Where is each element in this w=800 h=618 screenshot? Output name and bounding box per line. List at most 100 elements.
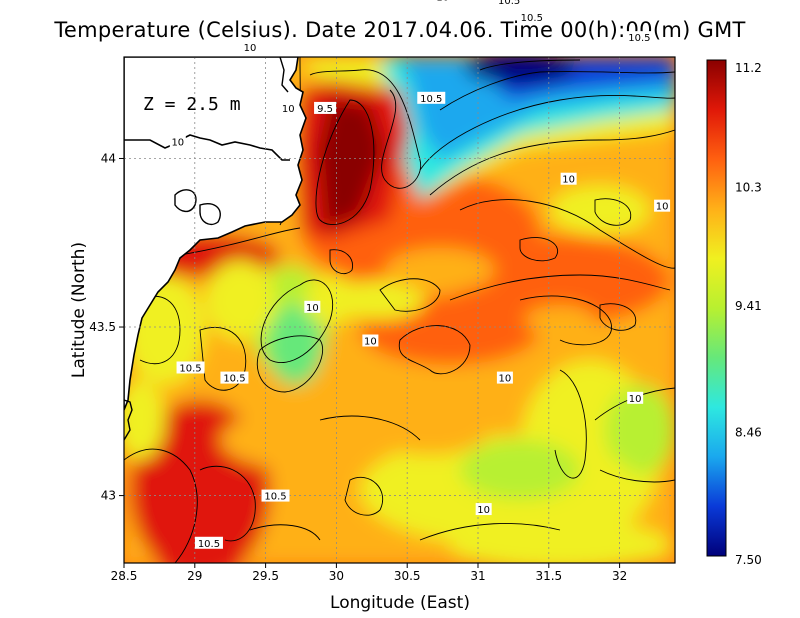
contour-label: 9.5 (314, 101, 337, 115)
coastline-inland (124, 134, 290, 161)
contour-label: 10.5 (495, 0, 524, 7)
contour-line (329, 249, 353, 274)
x-tick-label: 29.5 (252, 569, 279, 583)
contour-label: 10.5 (220, 371, 249, 385)
coastline-north (279, 57, 289, 93)
contour-line (309, 69, 422, 189)
svg-text:10.5: 10.5 (521, 13, 543, 24)
contour-line (319, 415, 421, 441)
svg-text:10: 10 (477, 505, 490, 516)
contour-line (249, 524, 321, 541)
temperature-field (124, 57, 675, 563)
contour-line (429, 129, 675, 196)
contour-line (124, 448, 198, 563)
contour-line (459, 199, 675, 269)
contour-line (379, 278, 441, 312)
contour-label: 10 (654, 199, 671, 213)
contour-line (315, 99, 375, 225)
contour-labels: 9.510910.511109.599.51010.510.5101010.51… (169, 0, 671, 550)
contour-label: 10.5 (194, 536, 223, 550)
x-axis-ticks: 28.5 29 29.5 30 30.5 31 31.5 32 (111, 563, 627, 583)
contour-line (139, 295, 181, 365)
contour-line (554, 369, 587, 479)
lake-outline (174, 189, 197, 213)
x-tick-label: 30.5 (394, 569, 421, 583)
contour-line (256, 335, 324, 393)
contour-line (179, 227, 301, 256)
x-axis-label: Longitude (East) (330, 593, 470, 613)
svg-text:10: 10 (171, 138, 184, 149)
contour-line (594, 198, 632, 226)
depth-label: Z = 2.5 m (143, 94, 241, 115)
colorbar-tick-label: 10.3 (735, 181, 762, 195)
contour-label: 10.5 (625, 31, 654, 44)
contour-label: 10 (627, 391, 644, 405)
contour-line (344, 476, 384, 516)
svg-text:10: 10 (656, 202, 669, 213)
contour-label: 10 (560, 172, 577, 186)
contour-line (519, 237, 558, 262)
svg-text:10.5: 10.5 (264, 492, 286, 503)
grid-lines (124, 57, 675, 563)
contour-label: 10.5 (261, 489, 290, 503)
svg-text:10: 10 (306, 303, 319, 314)
contour-label: 10.5 (417, 91, 446, 105)
svg-text:10.5: 10.5 (198, 539, 220, 550)
svg-text:10.5: 10.5 (498, 0, 520, 7)
contour-line (419, 523, 561, 541)
svg-text:10.5: 10.5 (628, 33, 650, 44)
y-axis-label: Latitude (North) (69, 242, 89, 378)
x-tick-label: 29 (187, 569, 202, 583)
contour-label: 10.5 (176, 361, 205, 374)
contour-line (398, 325, 471, 375)
svg-text:10: 10 (364, 337, 377, 348)
contour-line (479, 59, 581, 71)
contour-label: 10 (242, 41, 259, 54)
contour-line (599, 469, 675, 483)
svg-text:10: 10 (244, 43, 257, 54)
colorbar-tick-label: 7.50 (735, 553, 762, 567)
contour-line (199, 326, 247, 391)
svg-text:10: 10 (562, 175, 575, 186)
x-tick-label: 28.5 (111, 569, 138, 583)
contour-line (439, 71, 675, 111)
colorbar-tick-label: 8.46 (735, 425, 762, 439)
lake-outline (199, 203, 221, 226)
contour-label: 10 (496, 371, 513, 385)
contour-label: 10 (434, 0, 451, 4)
svg-text:10.5: 10.5 (179, 363, 201, 374)
svg-text:9.5: 9.5 (317, 104, 333, 115)
contour-line (419, 95, 675, 171)
contour-label: 10.5 (517, 10, 546, 24)
colorbar-tick-label: 11.2 (735, 61, 762, 75)
contour-line (199, 465, 256, 542)
x-tick-label: 31 (470, 569, 485, 583)
land-area (124, 57, 307, 441)
contour-label: 10 (362, 334, 379, 348)
plot-frame (123, 56, 676, 564)
coastline-south (124, 399, 133, 441)
contour-label: 10 (304, 300, 321, 314)
y-tick-label: 43 (101, 489, 116, 503)
x-tick-label: 31.5 (535, 569, 562, 583)
svg-text:10: 10 (282, 104, 295, 115)
y-tick-label: 43.5 (89, 320, 116, 334)
x-tick-label: 30 (329, 569, 344, 583)
contour-label: 10 (169, 135, 186, 149)
contour-line (599, 303, 637, 331)
contour-label: 10 (280, 101, 297, 115)
contour-line (519, 295, 613, 346)
contour-line (260, 279, 334, 364)
svg-text:10: 10 (499, 374, 512, 385)
y-tick-label: 44 (101, 151, 116, 165)
svg-text:10.5: 10.5 (223, 374, 245, 385)
x-tick-label: 32 (612, 569, 627, 583)
svg-text:10.5: 10.5 (420, 94, 442, 105)
colorbar-tick-label: 9.41 (735, 299, 762, 313)
svg-text:10: 10 (629, 394, 642, 405)
contour-line (449, 274, 671, 301)
colorbar: 11.2 10.3 9.41 8.46 7.50 (706, 59, 762, 567)
svg-text:10: 10 (436, 0, 449, 4)
